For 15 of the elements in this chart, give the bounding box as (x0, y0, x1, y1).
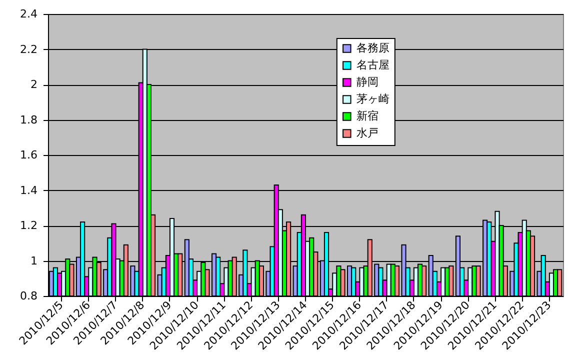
y-tick-label: 2.2 (20, 42, 38, 56)
y-tick-label: 1.8 (20, 113, 38, 126)
legend-label: 名古屋 (356, 58, 390, 72)
legend-label: 静岡 (356, 76, 378, 88)
legend-label: 新宿 (356, 110, 378, 122)
y-tick-label: 1.4 (20, 184, 38, 197)
y-tick-label: 0.8 (20, 290, 38, 302)
y-tick-label: 2 (30, 78, 38, 91)
legend-label: 水戸 (356, 126, 378, 140)
y-tick-label: 1.6 (20, 148, 38, 162)
legend-label: 各務原 (356, 42, 390, 54)
legend-label: 茅ヶ崎 (356, 92, 390, 106)
y-tick-label: 2.4 (20, 8, 38, 20)
y-tick-label: 1.2 (20, 219, 38, 232)
y-tick-label: 1 (30, 254, 38, 268)
